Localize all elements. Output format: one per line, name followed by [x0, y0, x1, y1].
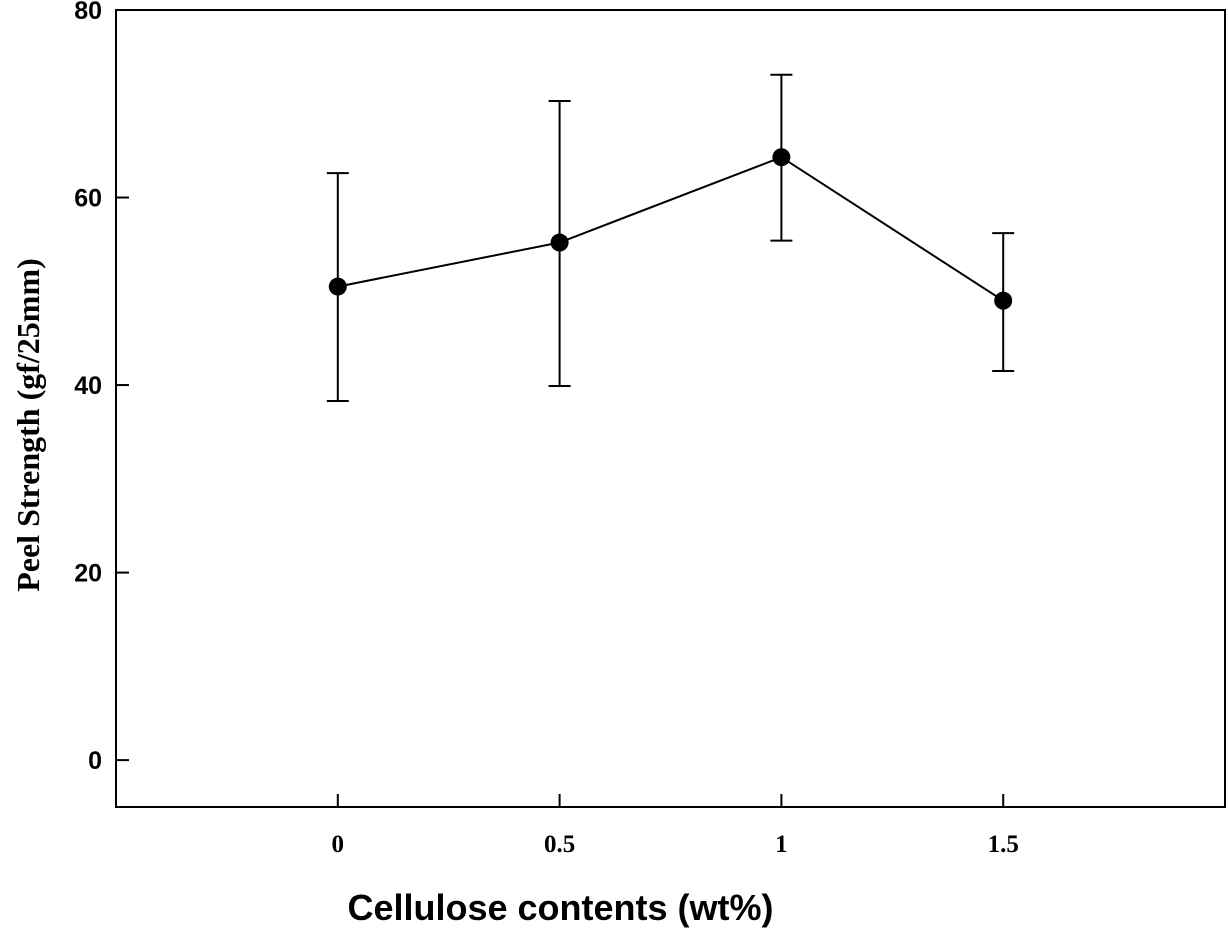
- x-tick-label: 0.5: [544, 831, 575, 858]
- x-tick-label: 0: [332, 831, 345, 858]
- data-point: [550, 233, 569, 252]
- y-axis-title: Peel Strength (gf/25mm): [10, 258, 46, 592]
- data-point: [994, 291, 1013, 310]
- series-layer: [326, 73, 1015, 402]
- axes: [115, 9, 1226, 808]
- y-axis-ticks: 0 20 40 60 80: [74, 0, 129, 775]
- series-line: [337, 156, 1004, 302]
- x-tick-label: 1.5: [988, 831, 1019, 858]
- data-point: [328, 277, 347, 296]
- y-tick-label: 80: [74, 0, 102, 25]
- x-tick-label: 1: [775, 831, 788, 858]
- y-tick-label: 20: [74, 560, 102, 588]
- plot-frame: [115, 9, 1226, 808]
- y-tick-label: 40: [74, 372, 102, 400]
- x-axis-ticks: 0 0.5 1 1.5: [332, 794, 1019, 858]
- data-point: [772, 148, 791, 167]
- y-tick-label: 0: [88, 747, 102, 775]
- y-tick-label: 60: [74, 185, 102, 213]
- x-axis-title: Cellulose contents (wt%): [347, 887, 773, 928]
